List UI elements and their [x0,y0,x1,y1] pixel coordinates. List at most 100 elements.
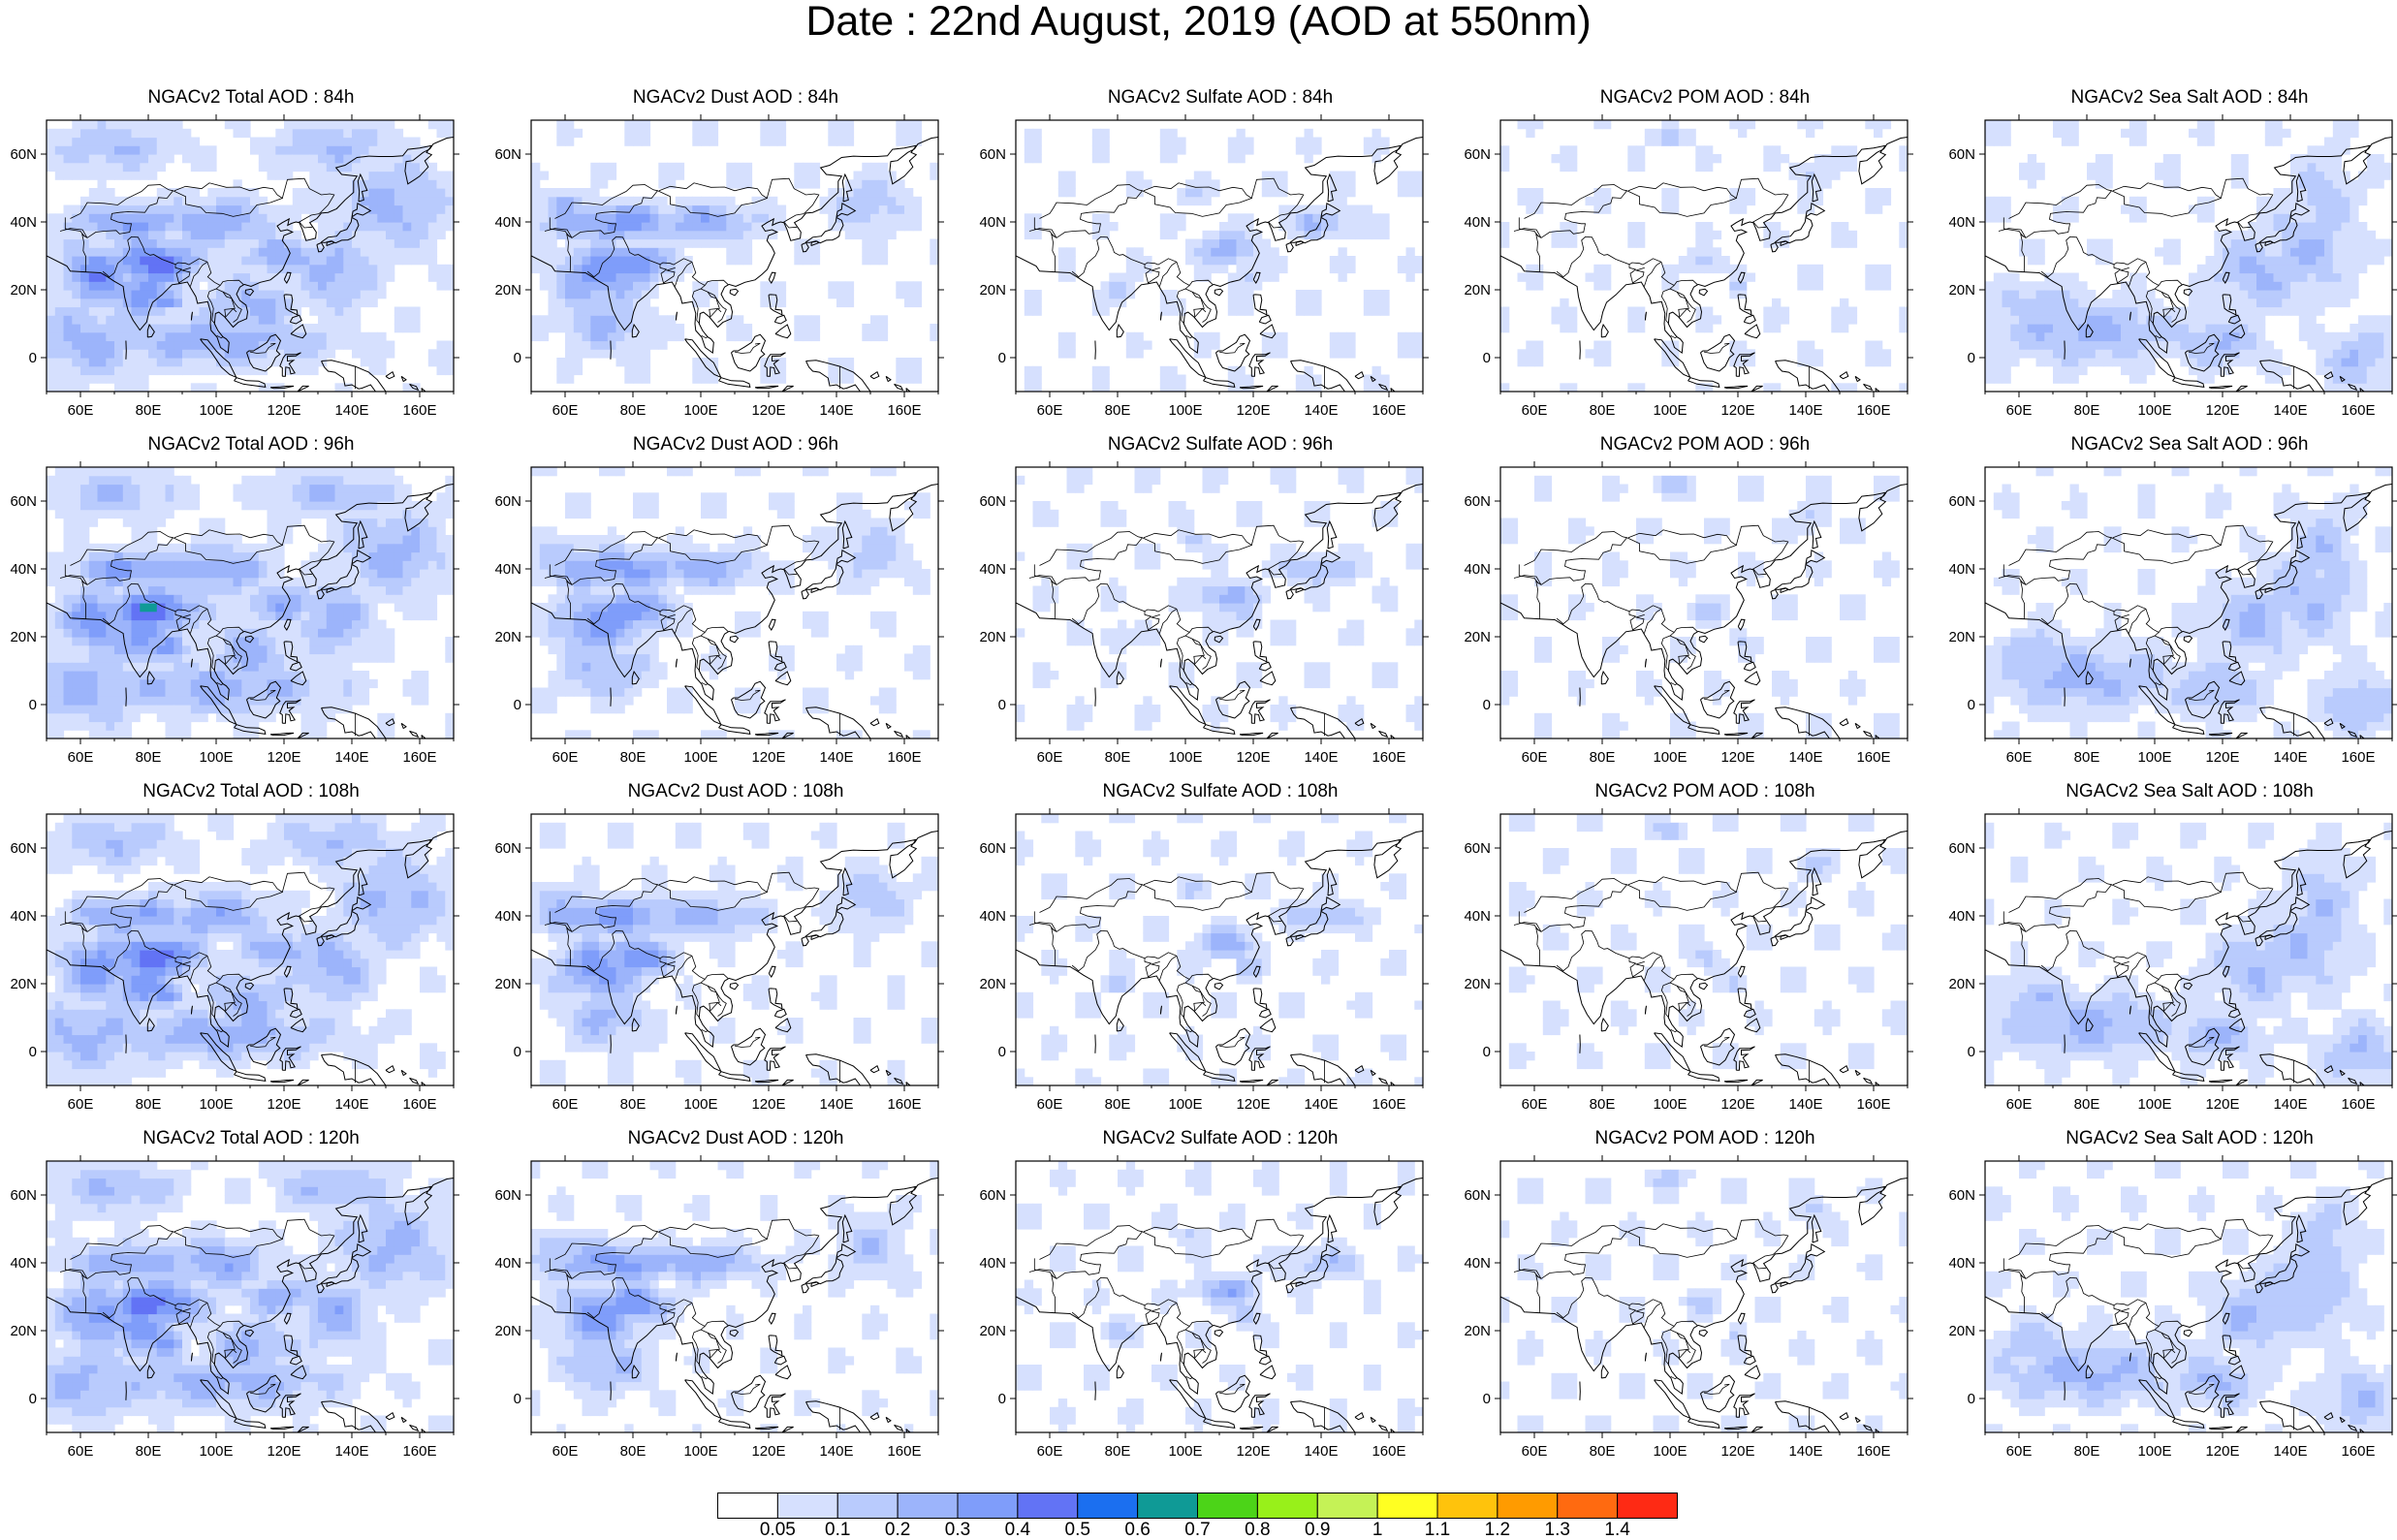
coastline [2173,725,2204,735]
lat-tick-label: 40N [1464,908,1491,925]
lon-tick-label: 80E [1590,1096,1616,1113]
lon-tick-label: 140E [1788,1096,1822,1113]
coastline [401,376,406,381]
lat-tick-label: 40N [494,908,521,925]
aod-field [531,120,939,392]
coastline [1117,325,1123,337]
lat-tick-label: 60N [979,146,1006,163]
lat-tick-label: 20N [494,629,521,645]
coastline [1745,672,1760,685]
coastline [1840,719,1848,726]
coastline [870,719,879,726]
lon-tick-label: 120E [1236,1443,1270,1460]
lat-tick-label: 40N [979,908,1006,925]
aod-field [1985,823,2393,1086]
coastline [802,589,808,598]
coastline [1117,1366,1123,1378]
coastline [1751,386,1763,392]
lat-tick-label: 40N [979,561,1006,578]
coastline [1645,1006,1646,1015]
lat-tick-label: 60N [1948,1187,1975,1204]
lon-tick-label: 140E [334,1443,368,1460]
coastline [685,1380,721,1419]
lon-tick-label: 100E [1653,1096,1687,1113]
lon-tick-label: 60E [1037,749,1063,766]
lon-tick-label: 120E [2205,1096,2239,1113]
colorbar-label: 0.05 [760,1521,796,1540]
lat-tick-label: 60N [1948,146,1975,163]
colorbar-label: 1.3 [1545,1521,1570,1540]
lon-tick-label: 160E [1856,749,1890,766]
lon-tick-label: 160E [887,402,921,419]
lon-tick-label: 140E [819,749,853,766]
lon-tick-label: 140E [334,749,368,766]
coastline [769,619,775,630]
coastline [270,733,294,735]
lon-tick-label: 60E [68,749,94,766]
lon-tick-label: 80E [2074,749,2100,766]
lat-tick-label: 0 [514,697,521,713]
coastline [1781,1282,1788,1287]
lon-tick-label: 80E [620,1096,647,1113]
coastline [1259,1009,1271,1018]
lat-tick-label: 0 [29,1391,37,1407]
lon-tick-label: 80E [1590,749,1616,766]
coastline [298,386,309,392]
coastline [1267,1080,1278,1085]
lat-tick-label: 60N [979,840,1006,857]
lat-tick-label: 0 [514,350,521,366]
coastline [1267,733,1278,739]
lon-tick-label: 100E [1168,402,1202,419]
country-border [784,214,804,228]
lat-tick-label: 60N [979,1187,1006,1204]
coastline [2236,1427,2248,1432]
aod-field [47,814,455,1086]
lat-tick-label: 20N [10,976,37,992]
coastline [1745,1366,1760,1379]
lat-tick-label: 20N [1464,282,1491,299]
lat-tick-label: 60N [1464,840,1491,857]
aod-field [1500,814,1908,1085]
lon-tick-label: 160E [2341,749,2375,766]
country-border [1159,282,1160,286]
colorbar-label: 0.7 [1184,1521,1210,1540]
coastline [886,1417,891,1422]
coastline [1296,241,1304,246]
lat-tick-label: 20N [1464,629,1491,645]
lon-tick-label: 160E [1856,402,1890,419]
lon-tick-label: 100E [2137,1096,2171,1113]
lon-tick-label: 140E [2273,749,2307,766]
lon-tick-label: 100E [1168,749,1202,766]
lon-tick-label: 60E [2006,1096,2033,1113]
coastline [1699,1330,1707,1336]
aod-field [1016,129,1424,393]
lon-tick-label: 60E [68,1096,94,1113]
coastline [811,1282,819,1287]
coastline [1253,989,1267,1009]
country-border [1646,1303,1661,1323]
coastline [1771,1283,1778,1292]
coastline [719,378,750,388]
lon-tick-label: 80E [136,402,162,419]
coastline [775,1366,791,1379]
coastline [1724,1080,1748,1082]
coastline [1286,242,1293,251]
lon-tick-label: 100E [2137,1443,2171,1460]
coastline [1160,1353,1161,1362]
lat-tick-label: 60N [494,493,521,510]
coastline [386,372,394,379]
